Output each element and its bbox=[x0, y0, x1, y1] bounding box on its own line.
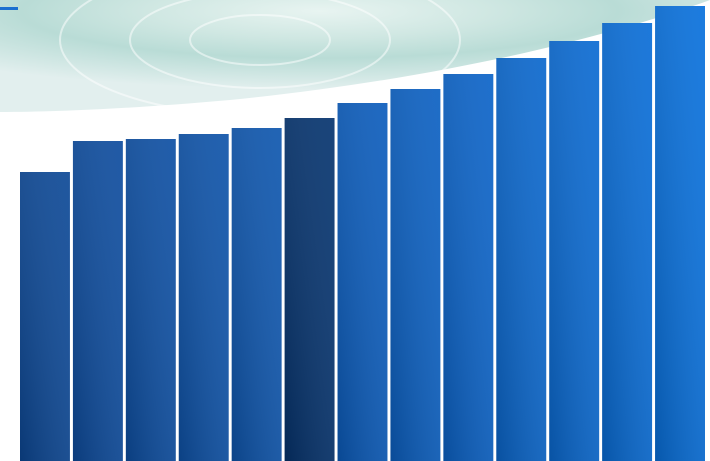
bar bbox=[20, 172, 70, 461]
bar bbox=[125, 139, 176, 461]
bar bbox=[284, 118, 335, 461]
bar bbox=[655, 6, 705, 461]
ripples bbox=[59, 0, 461, 116]
bar bbox=[602, 23, 653, 461]
bar bbox=[72, 141, 123, 461]
bar bbox=[337, 103, 388, 461]
water-background bbox=[0, 0, 710, 112]
bar bbox=[390, 89, 441, 461]
bar bbox=[443, 74, 494, 461]
bar bbox=[231, 128, 282, 461]
bar bbox=[496, 58, 547, 461]
bar bbox=[549, 41, 600, 461]
accent-dash bbox=[0, 7, 18, 10]
bar bbox=[178, 134, 229, 461]
